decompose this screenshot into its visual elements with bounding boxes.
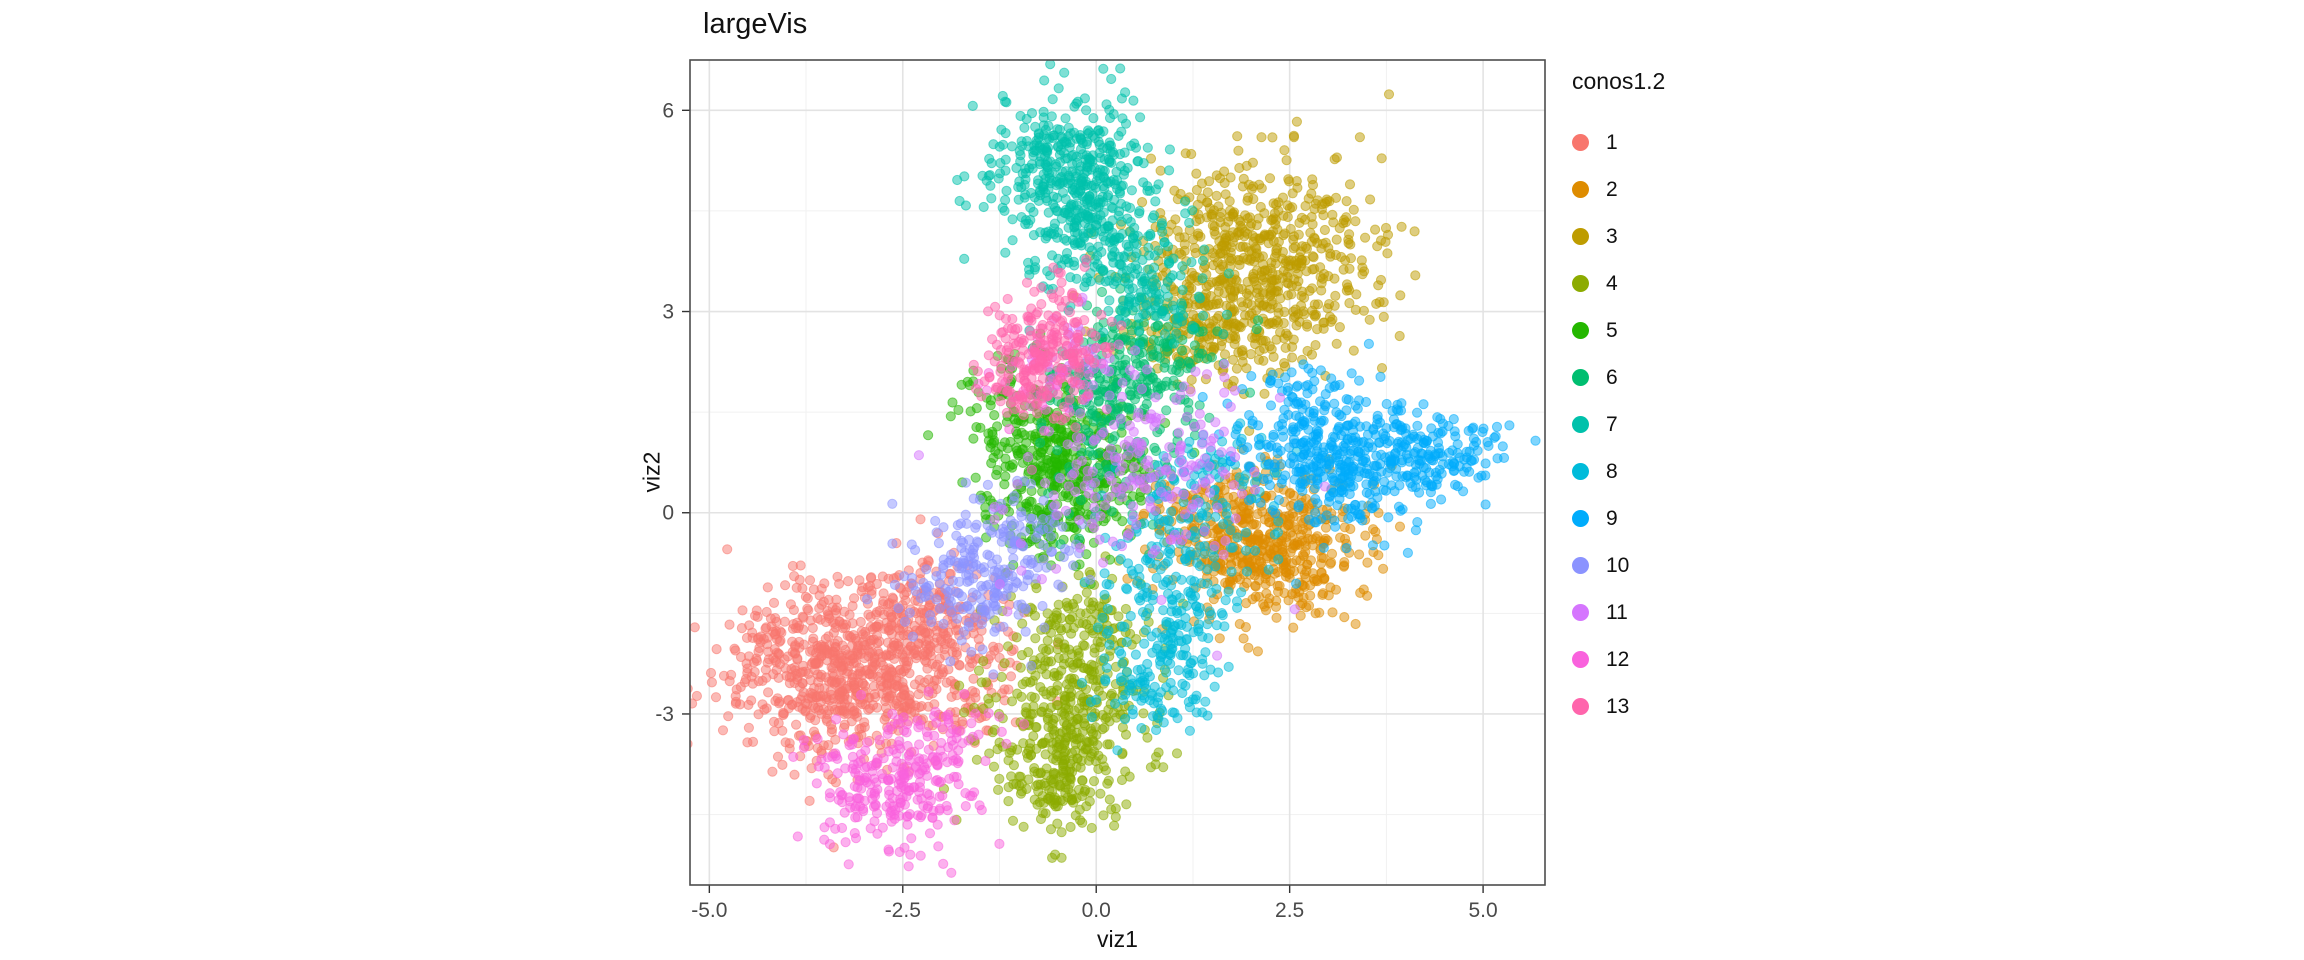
legend-key-swatch: [1572, 698, 1589, 715]
cluster-13-points: [968, 254, 1127, 433]
legend-key-swatch: [1572, 651, 1589, 668]
points-layer: [690, 60, 1541, 878]
chart-title: largeVis: [703, 8, 808, 40]
legend-items: 1 2 3 4 5 6 7 8 9 10 11 12 13: [1572, 119, 1665, 730]
y-axis-title: viz2: [638, 451, 665, 493]
legend-key-swatch: [1572, 181, 1589, 198]
legend-item: 7: [1572, 401, 1665, 448]
panel-border: [689, 59, 1546, 886]
legend-item: 9: [1572, 495, 1665, 542]
legend-key-swatch: [1572, 416, 1589, 433]
legend-item: 2: [1572, 166, 1665, 213]
x-tick-label: 2.5: [1275, 899, 1304, 922]
legend: conos1.2 1 2 3 4 5 6 7 8 9 10 11 12 13: [1572, 68, 1665, 730]
legend-item: 13: [1572, 683, 1665, 730]
x-axis-title: viz1: [1097, 926, 1138, 952]
legend-item: 12: [1572, 636, 1665, 683]
legend-label: 6: [1606, 365, 1618, 389]
legend-item: 6: [1572, 354, 1665, 401]
legend-key-swatch: [1572, 322, 1589, 339]
legend-label: 3: [1606, 224, 1618, 248]
legend-label: 5: [1606, 318, 1618, 342]
x-tick-label: -2.5: [885, 899, 921, 922]
x-tick-label: 0.0: [1082, 899, 1111, 922]
cluster-9-points: [1197, 338, 1541, 589]
legend-key-swatch: [1572, 557, 1589, 574]
legend-key-swatch: [1572, 134, 1589, 151]
cluster-8-points: [1076, 418, 1302, 756]
legend-key-swatch: [1572, 275, 1589, 292]
legend-key-swatch: [1572, 510, 1589, 527]
y-tick-label: 0: [662, 502, 674, 525]
legend-item: 10: [1572, 542, 1665, 589]
cluster-10-points: [862, 475, 1100, 680]
legend-item: 8: [1572, 448, 1665, 495]
legend-label: 11: [1606, 600, 1628, 624]
x-tick-labels: -5.0 -2.5 0.0 2.5 5.0: [691, 899, 1497, 922]
legend-title: conos1.2: [1572, 68, 1666, 94]
y-tick-labels: -3 0 3 6: [655, 99, 674, 726]
y-tick-label: 6: [662, 99, 674, 122]
legend-key-swatch: [1572, 463, 1589, 480]
legend-label: 1: [1606, 130, 1618, 154]
y-tick-label: -3: [655, 703, 674, 726]
legend-item: 11: [1572, 589, 1665, 636]
legend-key-swatch: [1572, 604, 1589, 621]
legend-label: 13: [1606, 694, 1630, 718]
legend-item: 4: [1572, 260, 1665, 307]
cluster-12-points: [788, 330, 1124, 878]
legend-item: 5: [1572, 307, 1665, 354]
legend-item: 3: [1572, 213, 1665, 260]
legend-label: 2: [1606, 177, 1618, 201]
legend-key-swatch: [1572, 228, 1589, 245]
legend-label: 7: [1606, 412, 1618, 436]
legend-label: 8: [1606, 459, 1618, 483]
legend-key-swatch: [1572, 369, 1589, 386]
x-tick-label: 5.0: [1468, 899, 1497, 922]
axis-ticks: [682, 109, 1484, 893]
legend-label: 4: [1606, 271, 1618, 295]
legend-label: 10: [1606, 553, 1630, 577]
cluster-3-points: [1068, 89, 1421, 470]
x-tick-label: -5.0: [691, 899, 727, 922]
legend-label: 12: [1606, 647, 1630, 671]
legend-label: 9: [1606, 506, 1618, 530]
y-tick-label: 3: [662, 301, 674, 324]
legend-item: 1: [1572, 119, 1665, 166]
cluster-7-points: [952, 60, 1235, 351]
